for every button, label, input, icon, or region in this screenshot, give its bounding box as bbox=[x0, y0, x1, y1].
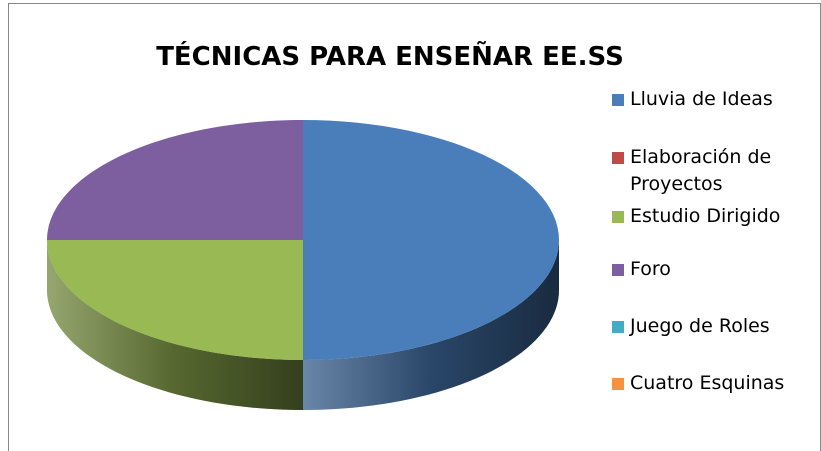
legend-swatch bbox=[612, 378, 624, 390]
legend-label: Cuatro Esquinas bbox=[630, 372, 785, 394]
pie bbox=[47, 120, 559, 410]
pie-slice bbox=[303, 120, 559, 360]
legend-swatch bbox=[612, 211, 624, 223]
pie-slice bbox=[47, 120, 303, 240]
chart-title: TÉCNICAS PARA ENSEÑAR EE.SS bbox=[156, 40, 624, 72]
legend-label: Elaboración de Proyectos bbox=[630, 146, 772, 195]
legend-swatch bbox=[612, 152, 624, 164]
legend-swatch bbox=[612, 94, 624, 106]
pie-sides bbox=[47, 240, 559, 410]
pie-side-shade bbox=[47, 240, 303, 410]
legend-swatch bbox=[612, 264, 624, 276]
legend-label: Juego de Roles bbox=[630, 315, 770, 337]
legend-swatch bbox=[612, 321, 624, 333]
legend-label: Foro bbox=[630, 258, 671, 280]
pie-tops bbox=[47, 120, 559, 360]
pie-slice bbox=[47, 240, 303, 360]
legend-label: Estudio Dirigido bbox=[630, 205, 781, 227]
pie-side-shade bbox=[303, 240, 559, 410]
legend-label: Lluvia de Ideas bbox=[630, 88, 773, 110]
